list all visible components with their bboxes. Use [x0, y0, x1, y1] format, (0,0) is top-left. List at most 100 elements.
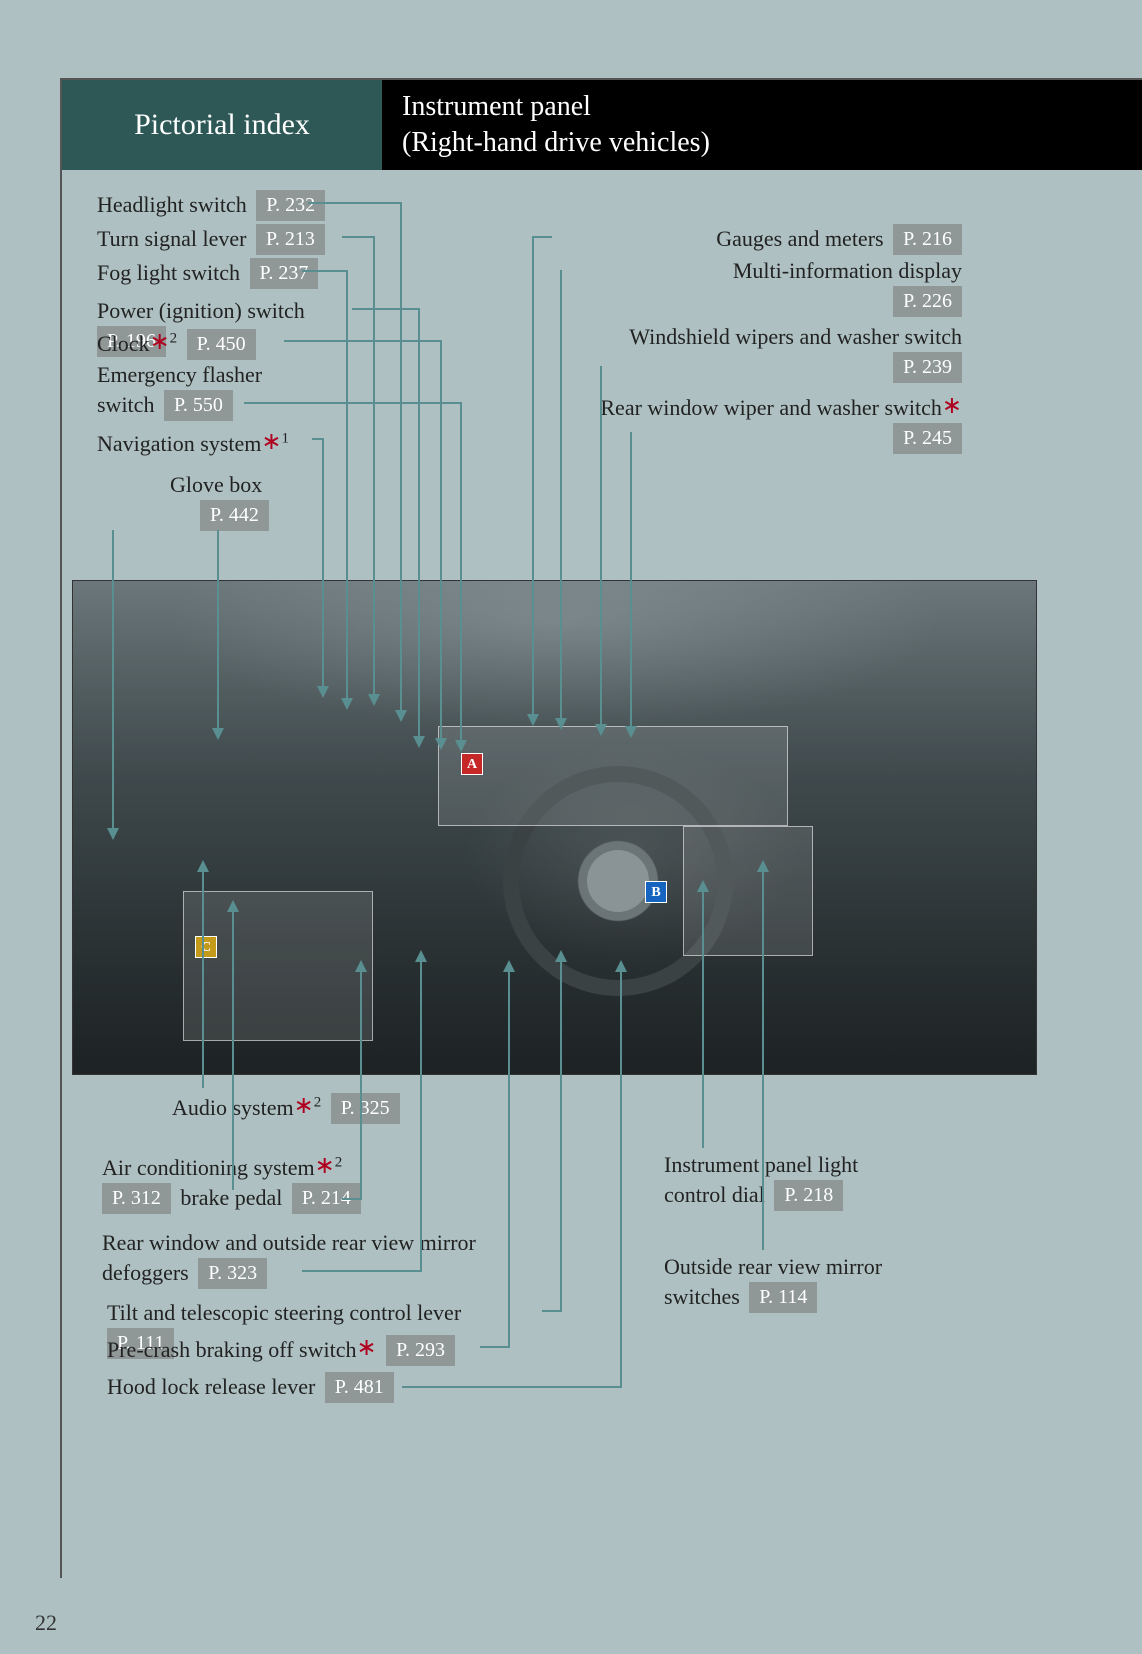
label-clock: Clock∗2 P. 450	[97, 326, 256, 360]
asterisk-icon: ∗	[150, 329, 170, 355]
pointer-line	[373, 236, 375, 696]
header-left: Pictorial index	[62, 80, 382, 170]
page-ref: P. 325	[331, 1093, 400, 1124]
pointer-line	[217, 530, 219, 730]
label-mirror-switch: Outside rear view mirror switches P. 114	[664, 1252, 924, 1313]
page-ref: P. 213	[256, 224, 325, 255]
pointer-line	[560, 270, 562, 720]
label-hood-release: Hood lock release lever P. 481	[107, 1372, 394, 1403]
pointer-line	[460, 402, 462, 742]
page-ref: P. 442	[200, 500, 269, 531]
pointer-arrow-icon	[413, 736, 425, 748]
pointer-arrow-icon	[595, 724, 607, 736]
pointer-arrow-icon	[757, 860, 769, 872]
page-ref: P. 550	[164, 390, 233, 421]
callout-box-c	[183, 891, 373, 1041]
label-light-dial: Instrument panel light control dial P. 2…	[664, 1150, 884, 1211]
page-ref: P. 293	[386, 1335, 455, 1366]
page-ref: P. 226	[893, 286, 962, 317]
pointer-arrow-icon	[555, 950, 567, 962]
page-ref: P. 245	[893, 423, 962, 454]
page-ref: P. 232	[256, 190, 325, 221]
label-precrash: Pre-crash braking off switch∗ P. 293	[107, 1332, 455, 1366]
pointer-arrow-icon	[107, 828, 119, 840]
header-title-1: Instrument panel	[402, 89, 1122, 125]
pointer-line	[302, 270, 348, 272]
pointer-arrow-icon	[341, 698, 353, 710]
label-fog-light: Fog light switch P. 237	[97, 258, 318, 289]
callout-tag-c: C	[195, 936, 217, 958]
callout-box-a	[438, 726, 788, 826]
pointer-arrow-icon	[368, 694, 380, 706]
label-windshield-wiper: Windshield wipers and washer switch P. 2…	[552, 322, 962, 383]
label-emergency-flasher: Emergency flasher switch P. 550	[97, 360, 317, 421]
asterisk-icon: ∗	[356, 1335, 376, 1361]
label-multi-info: Multi-information display P. 226	[542, 256, 962, 317]
pointer-arrow-icon	[212, 728, 224, 740]
page-header: Pictorial index Instrument panel (Right-…	[62, 80, 1142, 170]
pointer-line	[352, 308, 420, 310]
page-ref: P. 312	[102, 1183, 171, 1214]
pointer-arrow-icon	[317, 686, 329, 698]
page-ref: P. 114	[749, 1282, 817, 1313]
pointer-line	[244, 402, 462, 404]
pointer-line	[112, 530, 114, 830]
page-ref: P. 218	[774, 1180, 843, 1211]
label-gauges: Gauges and meters P. 216	[522, 224, 962, 255]
pointer-line	[600, 366, 602, 726]
pointer-line	[418, 308, 420, 738]
label-navigation: Navigation system∗1	[97, 426, 289, 459]
pointer-line	[360, 970, 362, 1200]
page-ref: P. 323	[198, 1258, 267, 1289]
pointer-line	[532, 236, 552, 238]
pointer-line	[232, 910, 234, 1190]
pointer-line	[346, 270, 348, 700]
page-number: 22	[35, 1610, 57, 1636]
pointer-arrow-icon	[197, 860, 209, 872]
pointer-arrow-icon	[555, 718, 567, 730]
header-title-2: (Right-hand drive vehicles)	[402, 125, 1122, 161]
pointer-arrow-icon	[455, 740, 467, 752]
page-ref: P. 450	[187, 329, 256, 360]
pointer-arrow-icon	[415, 950, 427, 962]
pointer-line	[342, 236, 375, 238]
pointer-line	[542, 1310, 562, 1312]
page-ref: P. 216	[893, 224, 962, 255]
page-ref: P. 237	[250, 258, 319, 289]
pointer-arrow-icon	[435, 738, 447, 750]
pointer-line	[480, 1346, 510, 1348]
pointer-line	[508, 970, 510, 1348]
callout-tag-a: A	[461, 753, 483, 775]
pointer-arrow-icon	[503, 960, 515, 972]
asterisk-icon: ∗	[942, 393, 962, 419]
pointer-arrow-icon	[227, 900, 239, 912]
header-right: Instrument panel (Right-hand drive vehic…	[382, 80, 1142, 170]
label-glove-box: Glove box P. 442	[170, 470, 269, 531]
pointer-line	[202, 870, 204, 1088]
asterisk-icon: ∗	[315, 1153, 335, 1179]
label-defogger: Rear window and outside rear view mirror…	[102, 1228, 522, 1289]
pointer-line	[402, 1386, 622, 1388]
pointer-line	[284, 340, 442, 342]
page-ref: P. 239	[893, 352, 962, 383]
pointer-arrow-icon	[697, 880, 709, 892]
pointer-arrow-icon	[527, 714, 539, 726]
callout-tag-b: B	[645, 881, 667, 903]
pointer-line	[322, 438, 324, 688]
page-ref: P. 481	[325, 1372, 394, 1403]
pointer-line	[308, 202, 402, 204]
pointer-line	[630, 432, 632, 728]
label-audio: Audio system∗2 P. 325	[172, 1090, 400, 1124]
pointer-line	[532, 236, 534, 716]
label-headlight-switch: Headlight switch P. 232	[97, 190, 325, 221]
pointer-line	[560, 960, 562, 1312]
pointer-line	[302, 1270, 422, 1272]
label-aircon: Air conditioning system∗2 P. 312 brake p…	[102, 1150, 502, 1214]
pointer-line	[420, 960, 422, 1272]
page-frame: Pictorial index Instrument panel (Right-…	[60, 78, 1142, 1578]
pointer-line	[762, 870, 764, 1250]
asterisk-icon: ∗	[294, 1093, 314, 1119]
pointer-line	[702, 890, 704, 1148]
label-turn-signal: Turn signal lever P. 213	[97, 224, 325, 255]
pointer-arrow-icon	[615, 960, 627, 972]
